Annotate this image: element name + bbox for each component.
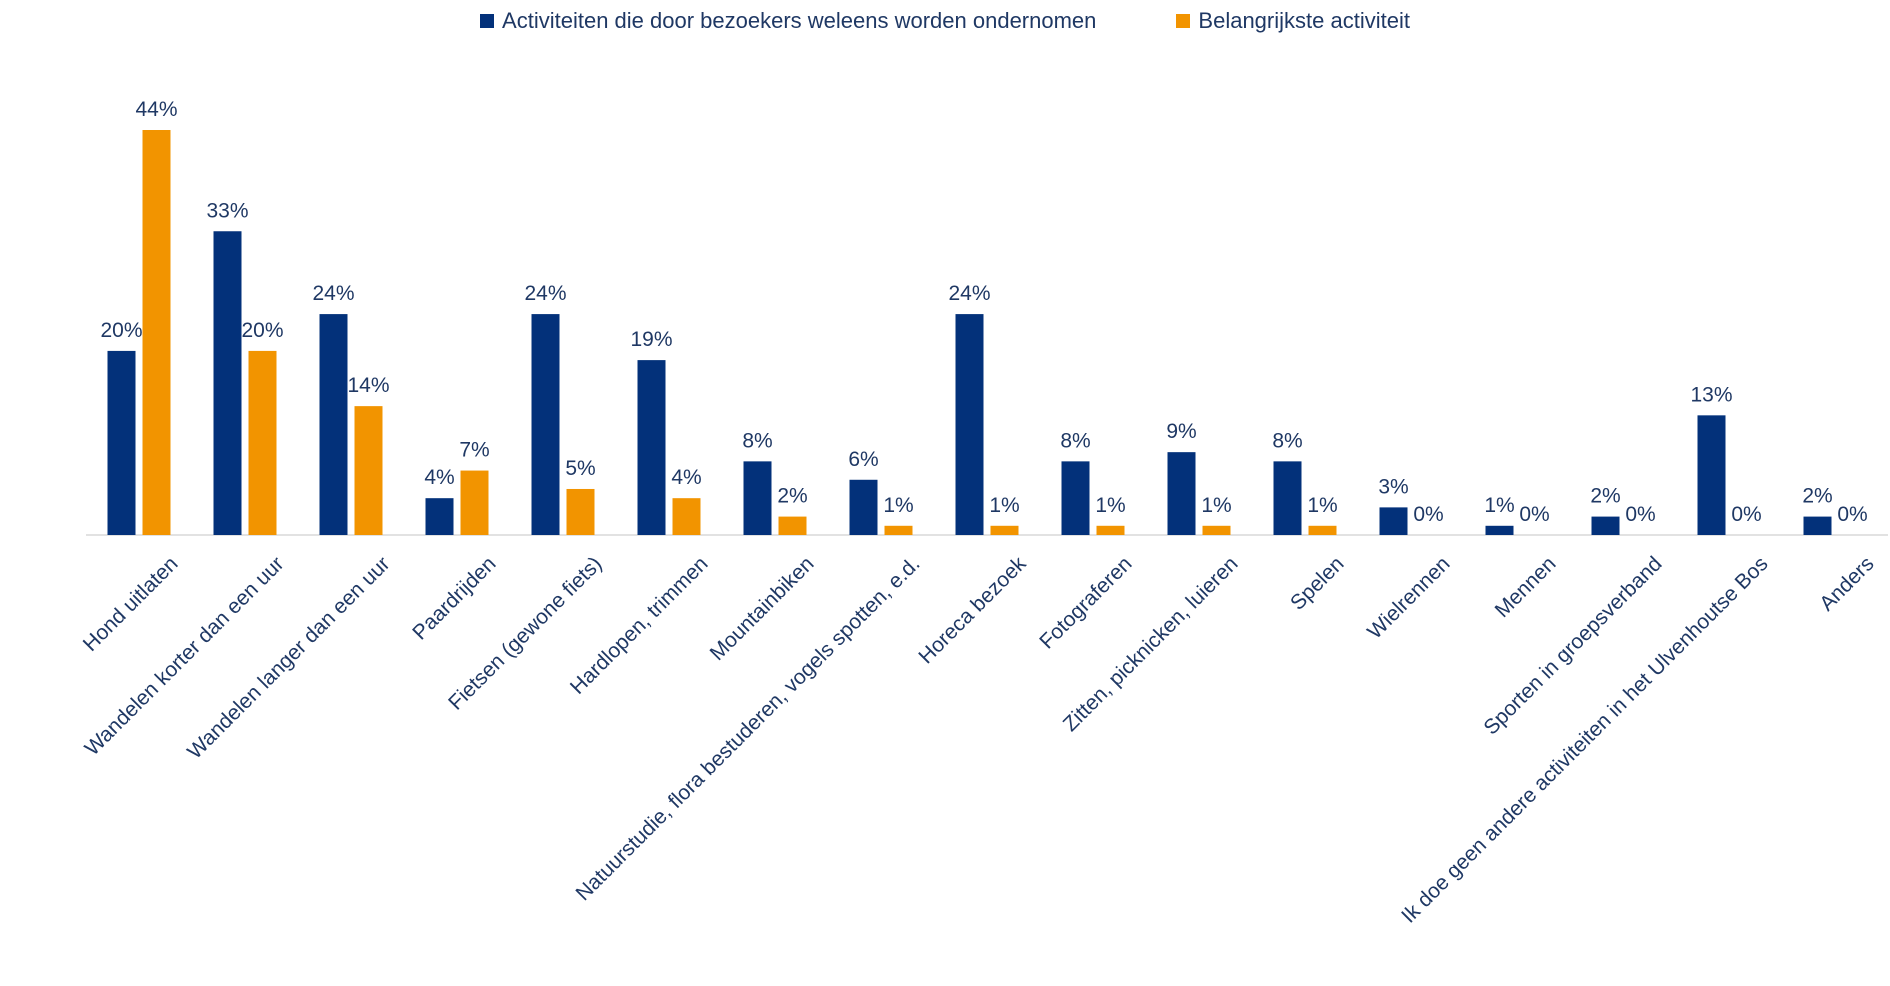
data-label-series-1-13: 1% bbox=[1484, 494, 1514, 517]
legend-item-series-1[interactable]: Activiteiten die door bezoekers weleens … bbox=[480, 8, 1096, 34]
data-label-series-1-5: 19% bbox=[630, 328, 672, 351]
x-tick-label-11: Spelen bbox=[1286, 552, 1349, 615]
data-label-series-2-4: 5% bbox=[565, 457, 595, 480]
data-label-series-2-2: 14% bbox=[347, 374, 389, 397]
data-label-series-2-13: 0% bbox=[1519, 503, 1549, 526]
bar-series-1-5[interactable] bbox=[637, 360, 666, 535]
bar-series-2-2[interactable] bbox=[354, 406, 383, 535]
bar-series-1-4[interactable] bbox=[531, 314, 560, 535]
bar-series-2-6[interactable] bbox=[778, 516, 807, 535]
bar-series-2-3[interactable] bbox=[460, 470, 489, 535]
legend-swatch-series-2 bbox=[1176, 14, 1191, 28]
bar-series-2-9[interactable] bbox=[1096, 525, 1125, 535]
bar-series-1-11[interactable] bbox=[1273, 461, 1302, 535]
bar-series-1-6[interactable] bbox=[743, 461, 772, 535]
data-label-series-2-16: 0% bbox=[1837, 503, 1867, 526]
data-label-series-1-0: 20% bbox=[100, 319, 142, 342]
legend-label-series-2: Belangrijkste activiteit bbox=[1198, 8, 1410, 33]
bar-series-1-9[interactable] bbox=[1061, 461, 1090, 535]
data-label-series-2-12: 0% bbox=[1413, 503, 1443, 526]
bar-series-2-5[interactable] bbox=[672, 498, 701, 535]
data-label-series-2-0: 44% bbox=[135, 98, 177, 121]
data-label-series-1-1: 33% bbox=[206, 199, 248, 222]
data-label-series-1-4: 24% bbox=[524, 282, 566, 305]
x-tick-label-15: Ik doe geen andere activiteiten in het U… bbox=[1397, 552, 1772, 927]
data-label-series-1-16: 2% bbox=[1802, 485, 1832, 508]
data-label-series-1-11: 8% bbox=[1272, 429, 1302, 452]
x-tick-label-10: Zitten, picknicken, luieren bbox=[1059, 552, 1243, 736]
x-tick-label-9: Fotograferen bbox=[1035, 552, 1136, 653]
legend-swatch-series-1 bbox=[480, 14, 495, 28]
bar-series-2-7[interactable] bbox=[884, 525, 913, 535]
data-label-series-1-7: 6% bbox=[848, 448, 878, 471]
data-label-series-2-15: 0% bbox=[1731, 503, 1761, 526]
data-label-series-2-14: 0% bbox=[1625, 503, 1655, 526]
x-tick-label-12: Wielrennen bbox=[1363, 552, 1454, 643]
bar-series-1-0[interactable] bbox=[107, 350, 136, 535]
bar-series-1-15[interactable] bbox=[1697, 415, 1726, 535]
data-label-series-2-9: 1% bbox=[1095, 494, 1125, 517]
bar-series-1-12[interactable] bbox=[1379, 507, 1408, 535]
bar-series-1-7[interactable] bbox=[849, 479, 878, 535]
bar-series-2-10[interactable] bbox=[1202, 525, 1231, 535]
bar-series-1-13[interactable] bbox=[1485, 525, 1514, 535]
bar-series-1-10[interactable] bbox=[1167, 452, 1196, 535]
data-label-series-2-5: 4% bbox=[671, 466, 701, 489]
data-label-series-1-6: 8% bbox=[742, 429, 772, 452]
data-label-series-1-14: 2% bbox=[1590, 485, 1620, 508]
legend-item-series-2[interactable]: Belangrijkste activiteit bbox=[1176, 8, 1410, 34]
bar-series-1-3[interactable] bbox=[425, 498, 454, 535]
data-label-series-2-7: 1% bbox=[883, 494, 913, 517]
data-label-series-1-2: 24% bbox=[312, 282, 354, 305]
bar-series-2-0[interactable] bbox=[142, 130, 171, 535]
data-label-series-1-12: 3% bbox=[1378, 475, 1408, 498]
data-label-series-2-6: 2% bbox=[777, 485, 807, 508]
data-label-series-2-8: 1% bbox=[989, 494, 1019, 517]
x-tick-label-6: Mountainbiken bbox=[706, 552, 819, 665]
x-tick-label-2: Wandelen langer dan een uur bbox=[183, 552, 394, 763]
x-tick-label-13: Mennen bbox=[1491, 552, 1561, 622]
data-label-series-1-8: 24% bbox=[948, 282, 990, 305]
data-label-series-2-3: 7% bbox=[459, 439, 489, 462]
bar-series-1-16[interactable] bbox=[1803, 516, 1832, 535]
data-label-series-2-10: 1% bbox=[1201, 494, 1231, 517]
x-tick-label-3: Paardrijden bbox=[408, 552, 500, 644]
bar-series-1-8[interactable] bbox=[955, 314, 984, 535]
bar-series-2-8[interactable] bbox=[990, 525, 1019, 535]
bar-series-2-1[interactable] bbox=[248, 350, 277, 535]
bar-series-1-2[interactable] bbox=[319, 314, 348, 535]
bar-series-1-1[interactable] bbox=[213, 231, 242, 535]
data-label-series-1-10: 9% bbox=[1166, 420, 1196, 443]
x-tick-label-0: Hond uitlaten bbox=[79, 552, 183, 656]
x-tick-label-16: Anders bbox=[1815, 552, 1878, 615]
legend-label-series-1: Activiteiten die door bezoekers weleens … bbox=[502, 8, 1097, 33]
bar-series-1-14[interactable] bbox=[1591, 516, 1620, 535]
x-tick-label-14: Sporten in groepsverband bbox=[1479, 552, 1666, 739]
bar-series-2-4[interactable] bbox=[566, 488, 595, 535]
data-label-series-1-9: 8% bbox=[1060, 429, 1090, 452]
data-label-series-1-3: 4% bbox=[424, 466, 454, 489]
x-tick-label-1: Wandelen korter dan een uur bbox=[80, 552, 288, 760]
data-label-series-2-1: 20% bbox=[241, 319, 283, 342]
bar-series-2-11[interactable] bbox=[1308, 525, 1337, 535]
chart-legend: Activiteiten die door bezoekers weleens … bbox=[0, 8, 1890, 34]
x-tick-label-8: Horeca bezoek bbox=[914, 552, 1030, 668]
data-label-series-2-11: 1% bbox=[1307, 494, 1337, 517]
data-label-series-1-15: 13% bbox=[1690, 383, 1732, 406]
